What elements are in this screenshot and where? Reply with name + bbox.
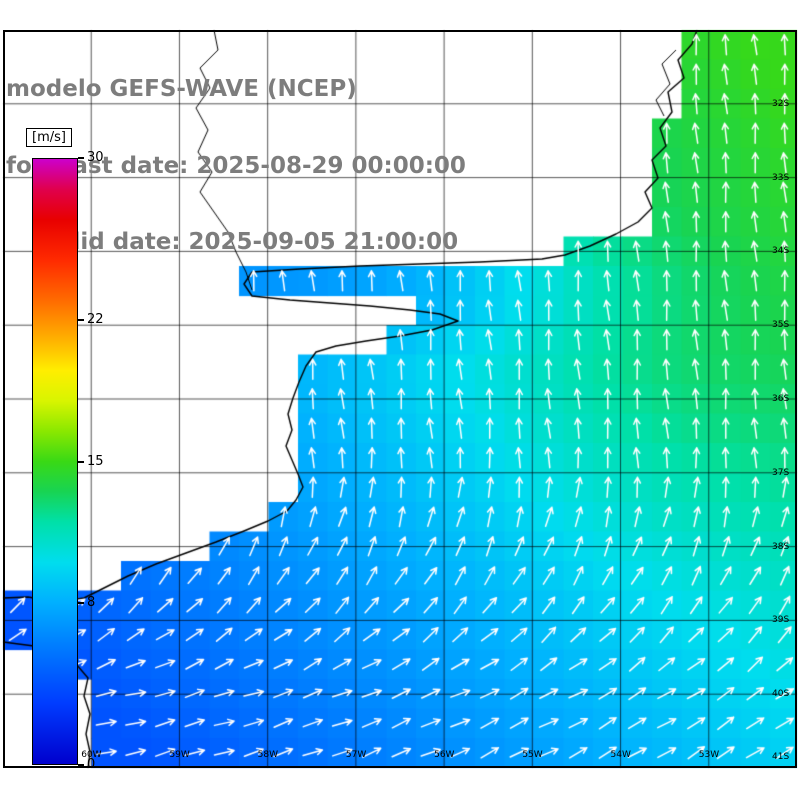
lat-label: 32S [772, 98, 790, 109]
colorbar-tick-label: 0 [87, 757, 96, 772]
model-title: modelo GEFS-WAVE (NCEP) [6, 76, 357, 102]
lon-label: 59W [169, 750, 190, 760]
lat-label: 41S [772, 752, 790, 762]
colorbar-tick-mark [78, 460, 84, 463]
colorbar-tick-label: 30 [87, 150, 104, 165]
lat-label: 33S [772, 172, 790, 183]
lon-label: 58W [257, 750, 279, 760]
lon-label: 56W [434, 750, 455, 760]
title-block: modelo GEFS-WAVE (NCEP) forecast date: 2… [6, 26, 466, 307]
lon-label: 55W [522, 750, 543, 760]
colorbar [32, 158, 78, 765]
lat-label: 35S [772, 320, 790, 331]
lat-label: 37S [772, 467, 790, 478]
colorbar-tick-mark [78, 157, 84, 159]
colorbar-tick-label: 22 [87, 311, 104, 327]
lon-label: 57W [345, 750, 367, 760]
lat-label: 36S [772, 394, 790, 404]
forecast-date: forecast date: 2025-08-29 00:00:00 [6, 152, 466, 179]
lat-label: 40S [772, 689, 790, 700]
lon-label: 54W [610, 750, 631, 760]
lon-label: 60W [81, 750, 102, 760]
colorbar-tick-mark [78, 764, 84, 766]
lon-label: 53W [698, 750, 720, 760]
lat-label: 34S [772, 246, 790, 257]
lat-label: 38S [772, 541, 790, 552]
colorbar-tick-label: 15 [87, 453, 104, 469]
colorbar-unit-label: [m/s] [26, 128, 72, 147]
colorbar-tick-mark [78, 318, 84, 321]
lat-label: 39S [772, 615, 790, 626]
colorbar-tick-mark [78, 602, 84, 605]
colorbar-tick-label: 8 [87, 595, 96, 611]
